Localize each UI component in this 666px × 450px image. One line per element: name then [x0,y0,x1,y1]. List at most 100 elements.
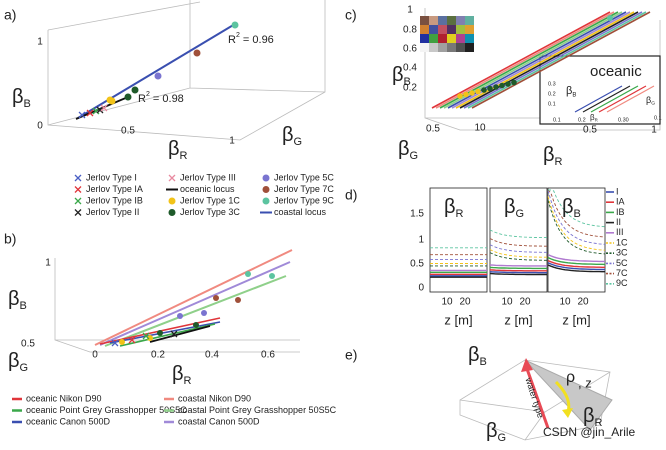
tick-label: 0.1 [654,115,662,121]
subplot [489,187,548,293]
tick-label: 20 [459,297,471,308]
curve [547,264,605,273]
tick-label: 1 [407,5,413,16]
swatch [456,34,465,43]
swatch [438,34,447,43]
curve [547,199,606,255]
swatch [420,16,429,25]
axis-label: βB [468,344,487,368]
symbol: β [590,113,595,122]
point [262,174,270,182]
subscript: R [555,156,563,168]
point [74,174,82,182]
legend-label: I [616,186,619,196]
tick-label: 1 [651,125,657,136]
point [493,84,499,90]
point [463,91,469,98]
tick-label: 0 [92,350,98,361]
symbol: β [583,405,595,427]
axis-label: z [m] [444,312,472,327]
swatch [420,34,429,43]
curve [547,256,606,266]
watermark: CSDN @jin_Arile [543,425,636,439]
symbol: β [646,95,651,105]
swatch [420,43,429,52]
tick-label: 0.2 [578,117,586,123]
axis-label: βG [282,124,302,148]
axis-label: βB [562,196,581,220]
point [131,86,139,94]
inset-locus [590,85,639,113]
legend-label: IA [616,197,625,207]
point [168,197,176,205]
curve [547,254,605,263]
panel-label: b) [4,231,16,247]
point [511,79,517,86]
subscript: R [595,118,598,123]
legend-label: Jerlov Type I [86,172,137,182]
subscript: B [404,76,411,88]
legend-label: oceanic Point Grey Grasshopper 50S5C [26,405,187,415]
legend-label: Jerlov Type 3C [180,207,240,217]
curve [489,272,547,276]
locus [463,11,643,109]
inset-locus [582,85,631,113]
legend-label: Jerlov Type IA [86,184,143,194]
legend-label: Jerlov Type 5C [274,172,334,182]
tick-label: 0.5 [583,125,597,136]
subscript: G [20,362,29,374]
legend-label: coastal Nikon D90 [178,393,251,403]
point [74,197,82,205]
symbol: β [543,144,555,166]
point [262,197,270,205]
tick-label: 10 [559,297,571,308]
legend-label: IB [616,207,625,217]
tick-label: 10 [441,297,453,308]
panel-e-schematic [459,358,613,441]
axis-label: βB [392,64,411,88]
axis-label: βG [504,196,524,220]
subscript: G [410,150,419,162]
tick-label: 1 [37,37,43,48]
legend-label: Jerlov Type 9C [274,195,334,205]
inset-locus [574,85,623,113]
symbol: β [398,138,410,160]
point [168,209,176,216]
point [170,330,178,338]
curve [547,190,606,245]
z-label: , z [578,375,592,390]
legend-label: oceanic Nikon D90 [26,393,102,403]
swatch [447,16,456,25]
symbol: β [504,196,516,218]
axis-label: βR [168,138,188,162]
point [193,322,199,328]
point [100,104,108,112]
legend-label: coastal Point Grey Grasshopper 50S5C [178,405,337,415]
axis-label: βR [543,144,563,168]
point [128,336,136,344]
symbol: β [168,138,180,160]
locus [459,11,639,109]
swatch [420,25,429,34]
curve [489,229,547,239]
tick-label: 0.2 [151,350,165,361]
arrow-label: water type [523,376,546,420]
axis-label: βG [486,420,506,444]
panel-label: d) [345,187,357,203]
sup: 2 [236,32,240,39]
inset-locus [606,85,655,113]
subscript: B [24,98,31,110]
legend-label: 7C [616,268,628,278]
legend-label: Jerlov Type II [86,207,139,217]
subscript: G [294,136,303,148]
legend-label: coastal Canon 500D [178,416,260,426]
point [124,93,132,101]
axis-label: βB [12,86,31,110]
swatch [456,25,465,34]
subscript: R [180,150,188,162]
point [469,90,475,96]
panel-label: e) [345,347,357,363]
point [457,93,463,99]
curve [548,189,606,228]
subscript: B [574,208,581,220]
